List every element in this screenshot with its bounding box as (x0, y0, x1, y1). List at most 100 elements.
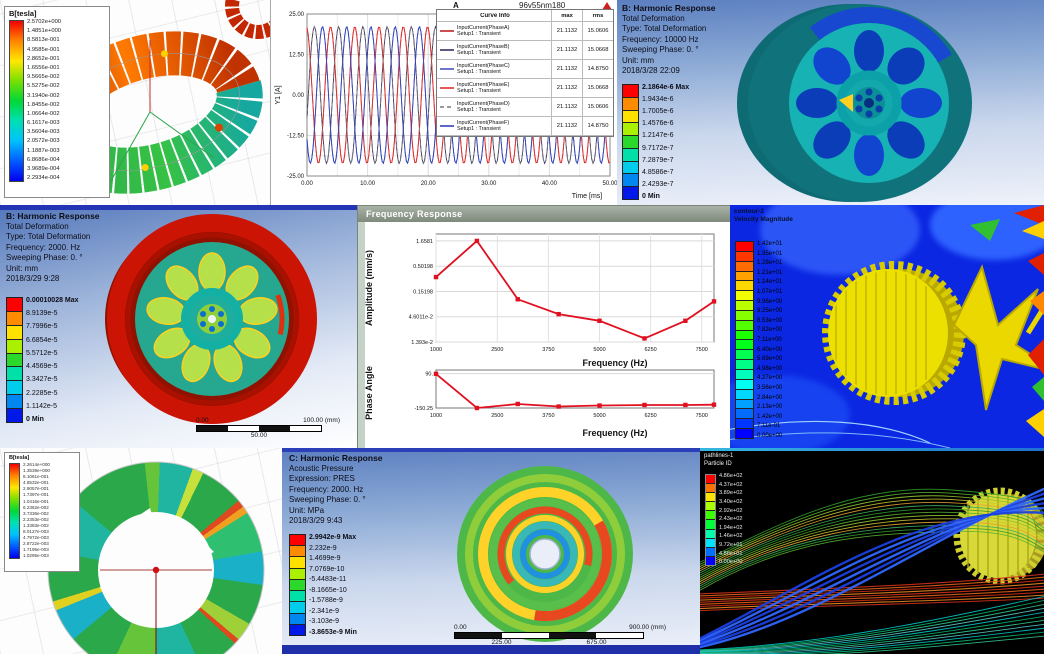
panel-harmonic-response-2000hz[interactable]: B: Harmonic Response Total Deformation Typ… (0, 205, 357, 448)
colorbar-label: 4.98e+00 (757, 365, 783, 372)
colorbar-labels: 0.00010028 Max 8.9139e-5 7.7996e-5 6.6854e-… (26, 297, 79, 423)
colorbar-label: 1.2147e-6 (642, 132, 674, 140)
colorbar-label: 6.8686e-004 (27, 156, 60, 163)
colorbar-label: 1.42e+01 (757, 241, 783, 247)
result-info-text: B: Harmonic Response Total Deformation Typ… (622, 3, 716, 77)
svg-text:1.393e-2: 1.393e-2 (411, 340, 433, 346)
colorbar-label: 4.37e+02 (719, 481, 743, 488)
ruler-label: 225.00 (491, 639, 512, 646)
propeller-3d (952, 264, 1044, 411)
scale-ruler: 0.00 100.00 (mm) 50.00 (196, 417, 340, 440)
series-setup: Setup1 : Transient (457, 31, 501, 37)
series-max: 21.1132 (551, 98, 582, 116)
info-line: 2018/3/29 9:43 (289, 516, 343, 525)
colorbar-label: 1.21e+01 (757, 269, 783, 276)
colorbar-band (706, 538, 715, 548)
window-edge-strip (282, 448, 700, 452)
colorbar-band (623, 174, 638, 188)
colorbar-label: 1.07e+01 (757, 288, 783, 295)
series-name: InputCurrent(PhaseB) (457, 43, 510, 50)
colorbar-label: 2.232e-9 (309, 544, 337, 552)
colorbar-label: 5.5712e-5 (26, 349, 58, 357)
svg-text:50.00: 50.00 (602, 181, 618, 187)
colorbar-label: 7.0769e-10 (309, 565, 345, 573)
series-name: InputCurrent(PhaseD) (457, 100, 510, 107)
colorbar-label: 0.00010028 Max (26, 297, 79, 304)
colorbar-band (736, 261, 753, 272)
legend-line-swatch (440, 125, 454, 127)
info-line: Sweeping Phase: 0. ° (6, 253, 83, 262)
pathlines-header: pathlines-1 Particle ID (704, 453, 733, 468)
contour-header: contour-2 Velocity Magnitude (734, 208, 793, 224)
colorbar-band (623, 110, 638, 124)
colorbar-label: 1.4576e-6 (642, 120, 674, 128)
colorbar-band (736, 291, 753, 302)
panel-maxwell-stator-viewport[interactable]: B[tesla] 2.2614e+000 1.3539e+000 8.1061e-0… (0, 448, 282, 654)
colorbar-label: 4.86e+02 (719, 473, 743, 479)
acoustic-disc-3d (457, 466, 633, 642)
svg-text:1000: 1000 (430, 347, 442, 353)
svg-text:Frequency (Hz): Frequency (Hz) (582, 428, 647, 438)
legend-header: Curve Info max rms (437, 10, 613, 22)
series-rms: 15.0606 (582, 22, 613, 40)
series-name: InputCurrent(PhaseF) (457, 119, 510, 126)
colorbar-label: 5.69e+00 (757, 356, 783, 363)
series-rms: 15.0606 (582, 98, 613, 116)
streamlines (700, 487, 1044, 654)
colorbar-label: 1.7195e-003 (23, 547, 49, 553)
panel-current-plot[interactable]: A 96v55nm180 -25.00 -12.50 0.00 12.50 25.00 0… (270, 0, 619, 205)
colorbar-label: 6.1617e-003 (27, 120, 60, 127)
colorbar-label: 2.5702e+000 (27, 19, 62, 25)
colorbar-label: -3.103e-9 (309, 618, 339, 626)
series-name: InputCurrent(PhaseC) (457, 62, 510, 69)
svg-text:3750: 3750 (542, 413, 554, 419)
window-left-border (358, 222, 365, 449)
panel-harmonic-response-10000hz[interactable]: B: Harmonic Response Total Deformation Typ… (617, 0, 1044, 205)
info-line: Total Deformation (622, 13, 685, 23)
colorbar-label: 2.1864e-6 Max (642, 84, 690, 91)
colorbar-band (623, 123, 638, 137)
colorbar-labels: 4.86e+02 4.37e+02 3.89e+02 3.40e+02 2.92e+02… (719, 473, 743, 566)
svg-text:Amplitude (mm/s): Amplitude (mm/s) (364, 250, 374, 326)
series-name: InputCurrent(PhaseE) (457, 81, 510, 88)
series-setup: Setup1 : Transient (457, 107, 501, 113)
colorbar-band (706, 547, 715, 557)
colorbar-label: 3.9689e-004 (27, 166, 60, 172)
panel-acoustic-pressure[interactable]: C: Harmonic Response Acoustic Pressure Exp… (282, 448, 700, 654)
amplitude-chart[interactable]: 1.6581 0.50198 0.15198 4.6011e-2 1.393e-2100… (358, 224, 731, 376)
scale-ruler: 0.00 900.00 (mm) 225.00 675.00 (454, 624, 666, 647)
colorbar-label: 1.1887e-003 (27, 147, 60, 154)
colorbar-label: -2.341e-9 (309, 607, 339, 615)
colorbar-band (736, 429, 753, 438)
colorbar-band (736, 281, 753, 292)
colorbar-bands (289, 534, 306, 636)
panel-velocity-contour-viewport[interactable]: contour-2 Velocity Magnitude 1.42e+01 1.3… (730, 205, 1044, 448)
pathlines-name: pathlines-1 (704, 453, 734, 459)
series-setup: Setup1 : Transient (457, 50, 501, 56)
colorbar-band (706, 475, 715, 485)
svg-text:1.6581: 1.6581 (416, 239, 433, 245)
wheel-deformation-3d (737, 4, 972, 202)
ruler-label: 50.00 (250, 432, 268, 439)
svg-text:20.00: 20.00 (421, 181, 437, 187)
colorbar-label: 3.7336e-002 (23, 510, 49, 516)
panel-pathlines-viewport[interactable]: pathlines-1 Particle ID 4.86e+02 4.37e+02… (700, 448, 1044, 654)
wheel-holes (796, 30, 942, 176)
colorbar-band (736, 301, 753, 311)
window-titlebar[interactable]: Frequency Response (358, 206, 731, 222)
colorbar-band (736, 369, 753, 380)
pathlines-variable: Particle ID (704, 460, 732, 467)
result-info-text: C: Harmonic Response Acoustic Pressure Exp… (289, 453, 383, 527)
info-line: Sweeping Phase: 0. ° (622, 45, 699, 54)
colorbar-label: 1.7005e-6 (642, 108, 674, 116)
colorbar-label: 2.0572e-003 (27, 138, 60, 145)
colorbar-labels: 2.1864e-6 Max 1.9434e-6 1.7005e-6 1.4576e-6… (642, 84, 689, 200)
panel-maxwell-torus-viewport[interactable]: B[tesla] 2.5702e+000 1.4851e+000 8.5813e-0… (0, 0, 270, 205)
colorbar-label: -5.4483e-11 (309, 576, 347, 584)
colorbar-label: 2.8652e-001 (27, 55, 60, 62)
colorbar-label: 4.8532e-001 (23, 480, 49, 486)
ruler-label: 0.00 (454, 624, 467, 631)
colorbar-label: 7.2879e-7 (642, 156, 674, 164)
colorbar-label: 2.84e+00 (757, 394, 783, 401)
